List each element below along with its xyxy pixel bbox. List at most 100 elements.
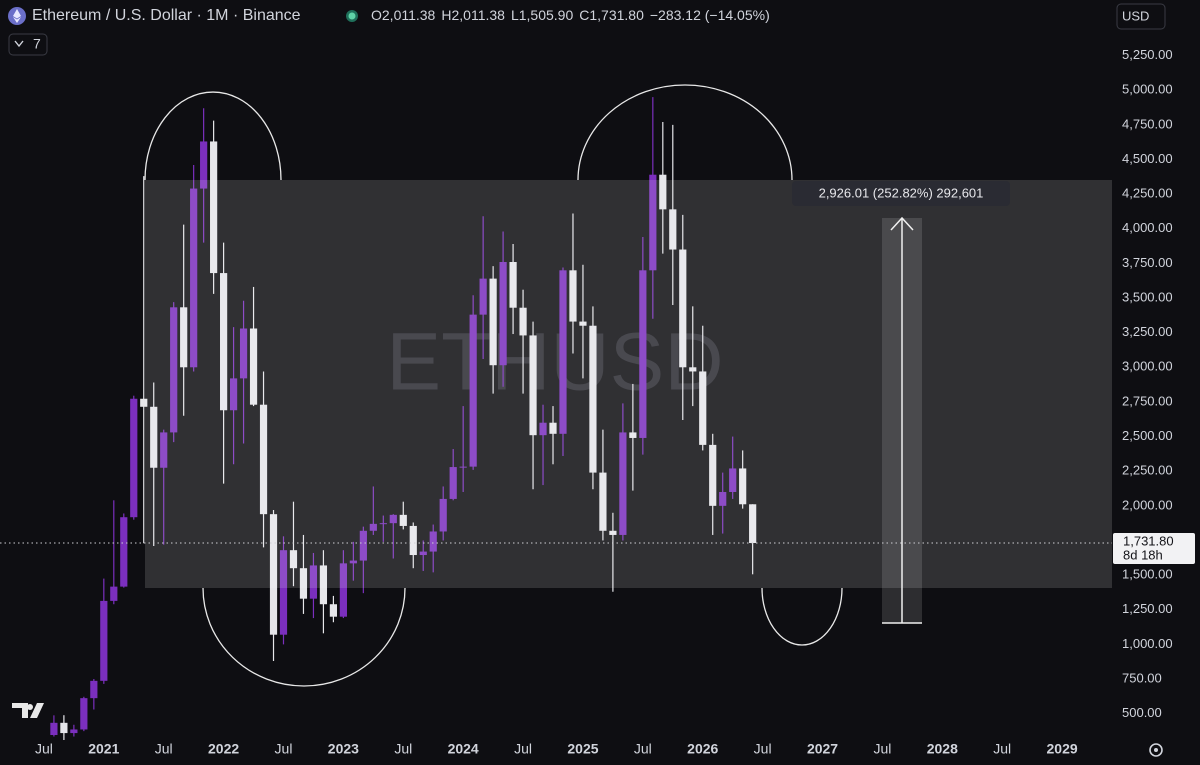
candle-body <box>679 249 687 368</box>
candle-body <box>479 278 487 315</box>
settings-icon[interactable] <box>1149 743 1163 757</box>
y-tick-label: 5,250.00 <box>1122 47 1173 62</box>
candle-body <box>180 307 188 368</box>
candle-body <box>439 498 447 532</box>
candle-body <box>609 530 617 535</box>
indicator-count: 7 <box>33 36 41 52</box>
candle-body <box>349 560 357 564</box>
candle-body <box>549 422 557 434</box>
time-axis: Jul 2021 Jul 2022 Jul 2023 Jul 2024 Jul 2025 Jul 20… <box>35 741 1078 757</box>
candle-body <box>110 586 118 601</box>
candle-body <box>269 514 278 635</box>
candle-body <box>719 491 727 506</box>
candle-body <box>239 328 248 379</box>
high-value: 2,011.38 <box>451 7 505 23</box>
watermark: ETHUSD <box>386 317 723 408</box>
high-label: H <box>441 7 451 23</box>
x-tick-label: Jul <box>873 741 891 757</box>
candle-body <box>689 367 697 372</box>
candle-body <box>160 432 168 468</box>
close-label: C <box>579 7 589 23</box>
range-box <box>145 180 1112 588</box>
candle-body <box>50 722 58 736</box>
x-tick-label: 2026 <box>687 741 718 757</box>
candle-body <box>749 504 757 544</box>
candle-body <box>259 404 268 515</box>
currency: USD <box>1122 8 1149 23</box>
candle-body <box>369 523 377 531</box>
candle-body <box>339 563 347 617</box>
x-tick-label: Jul <box>275 741 293 757</box>
candle-body <box>389 514 397 524</box>
x-tick-label: Jul <box>514 741 532 757</box>
candle-body <box>489 278 497 366</box>
y-tick-label: 3,750.00 <box>1122 255 1173 270</box>
x-tick-label: 2024 <box>448 741 479 757</box>
candle-body <box>319 565 328 605</box>
candle-body <box>429 531 437 552</box>
y-tick-label: 4,000.00 <box>1122 220 1173 235</box>
arc <box>761 587 843 646</box>
indicator-toggle[interactable] <box>8 33 48 56</box>
x-tick-label: Jul <box>155 741 173 757</box>
candle-body <box>519 307 527 336</box>
candle-body <box>709 444 717 506</box>
candle-body <box>70 729 78 734</box>
candle-body <box>449 467 457 499</box>
y-tick-label: 1,000.00 <box>1122 636 1173 651</box>
x-tick-label: Jul <box>754 741 772 757</box>
candle-body <box>80 698 88 730</box>
status-dot <box>348 12 356 20</box>
candle-body <box>140 398 148 407</box>
x-tick-label: Jul <box>394 741 412 757</box>
measure-arrowhead <box>890 216 914 231</box>
tv-logo[interactable] <box>12 703 44 718</box>
x-tick-label: 2022 <box>208 741 239 757</box>
measure-label: 2,926.01 (252.82%) 292,601 <box>819 185 984 200</box>
y-tick-label: 500.00 <box>1122 705 1162 720</box>
candle-body <box>289 550 298 569</box>
arc <box>202 587 406 687</box>
candle-body <box>659 174 667 210</box>
currency-select[interactable] <box>1116 3 1166 30</box>
change: −283.12 (−14.05%) <box>650 7 770 23</box>
arc <box>577 84 793 181</box>
y-tick-label: 2,250.00 <box>1122 463 1173 478</box>
ohlc: O2,011.38 H2,011.38 L1,505.90 C1,731.80 −283… <box>371 7 770 23</box>
x-tick-label: Jul <box>35 741 53 757</box>
x-tick-label: Jul <box>634 741 652 757</box>
candle-body <box>249 328 258 405</box>
y-tick-label: 1,500.00 <box>1122 567 1173 582</box>
y-tick-label: 3,000.00 <box>1122 359 1173 374</box>
candle-body <box>469 314 477 467</box>
candle-body <box>190 188 198 368</box>
candle-body <box>499 261 507 366</box>
x-tick-label: 2025 <box>567 741 598 757</box>
candle-body <box>210 141 218 274</box>
last-price-label: 1,731.80 <box>1123 533 1174 548</box>
x-tick-label: 2028 <box>927 741 958 757</box>
candle-body <box>90 680 98 699</box>
last-price-box <box>1113 533 1195 565</box>
candles <box>50 97 757 740</box>
candle-body <box>120 517 128 587</box>
candle-body <box>200 141 208 189</box>
y-tick-label: 4,250.00 <box>1122 186 1173 201</box>
candle-body <box>739 468 747 505</box>
candle-body <box>729 468 737 492</box>
tv-logo-dot <box>27 704 33 710</box>
symbol: Ethereum / U.S. Dollar · 1M · Binance <box>32 7 301 24</box>
candle-body <box>669 209 677 250</box>
open-value: 2,011.38 <box>382 7 436 23</box>
candle-body <box>599 472 607 531</box>
settings-icon-center <box>1154 748 1158 752</box>
candle-body <box>359 530 367 561</box>
open-label: O <box>371 7 382 23</box>
price-axis: 500.00750.001,000.001,250.001,500.001,75… <box>1122 47 1173 720</box>
countdown: 8d 18h <box>1123 547 1163 562</box>
y-tick-label: 3,500.00 <box>1122 289 1173 304</box>
measure-label-box <box>792 181 1010 206</box>
